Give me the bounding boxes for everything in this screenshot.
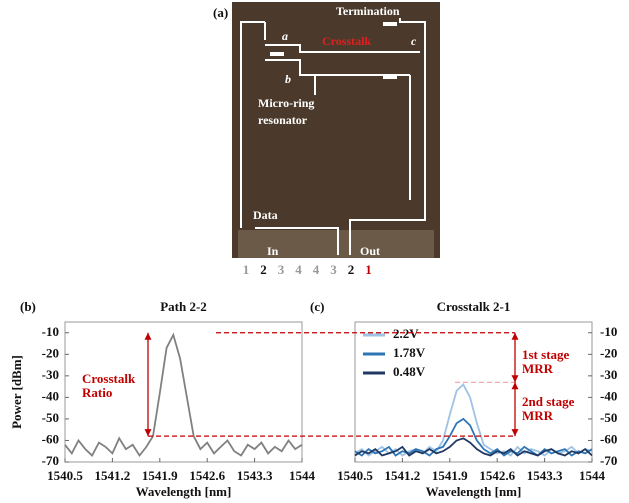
annotation: Ratio (82, 385, 112, 400)
y-tick-label: -70 (42, 453, 59, 468)
legend-label: 1.78V (393, 345, 426, 360)
in-label: In (267, 244, 279, 258)
arrow-head (144, 332, 152, 340)
path-number: 4 (295, 262, 302, 277)
y-tick-label: -40 (42, 388, 59, 403)
arrow-head (511, 375, 519, 383)
x-tick-label: 1543.3 (237, 468, 273, 483)
panel-label: (c) (310, 299, 324, 314)
arrow-head (144, 429, 152, 437)
arrow-head (511, 382, 519, 390)
y-tick-label: -50 (600, 410, 617, 425)
y-tick-label: -60 (600, 431, 617, 446)
chip-routes (240, 18, 426, 255)
y-axis-label: Power [dBm] (9, 355, 24, 429)
x-axis-label: Wavelength [nm] (426, 484, 522, 499)
path-number: 2 (348, 262, 355, 277)
path-number: 3 (330, 262, 337, 277)
chart-title: Path 2-2 (160, 299, 207, 314)
plot-area (354, 321, 593, 463)
y-tick-label: -20 (42, 345, 59, 360)
x-tick-label: 1541.2 (95, 468, 131, 483)
x-tick-label: 1542.6 (479, 468, 515, 483)
y-tick-label: -50 (42, 410, 59, 425)
y-tick-label: -60 (42, 431, 59, 446)
y-tick-label: -40 (600, 388, 617, 403)
chart-title: Crosstalk 2-1 (437, 299, 511, 314)
plot-area (64, 321, 303, 463)
y-tick-label: -20 (600, 345, 617, 360)
x-tick-label: 1540.5 (47, 468, 83, 483)
annotation: 1st stage (522, 347, 570, 362)
annotation: MRR (522, 361, 554, 376)
x-tick-label: 1544 (579, 468, 606, 483)
y-tick-label: -10 (600, 324, 617, 339)
x-axis-label: Wavelength [nm] (136, 484, 232, 499)
path-number: 4 (313, 262, 320, 277)
legend-label: 2.2V (393, 326, 419, 341)
x-tick-label: 1544 (289, 468, 316, 483)
out-label: Out (360, 244, 380, 258)
x-tick-label: 1543.3 (527, 468, 563, 483)
path-number: 1 (365, 262, 372, 277)
port-label: a (282, 29, 288, 43)
series-line (354, 417, 593, 457)
y-tick-label: -10 (42, 324, 59, 339)
path-number: 1 (243, 262, 250, 277)
series-line (64, 332, 303, 458)
port-label: c (411, 34, 417, 48)
crosstalk-label: Crosstalk (322, 34, 371, 48)
path-number: 2 (260, 262, 267, 277)
panel-label: (b) (20, 299, 36, 314)
y-tick-label: -30 (42, 367, 59, 382)
y-tick-label: -70 (600, 453, 617, 468)
annotation: MRR (522, 408, 554, 423)
x-tick-label: 1542.6 (189, 468, 225, 483)
photo-pads (238, 230, 434, 258)
series-line (354, 437, 593, 457)
mrr-label: resonator (258, 113, 308, 127)
x-tick-label: 1541.2 (385, 468, 421, 483)
annotation: Crosstalk (82, 371, 136, 386)
termination-label: Termination (336, 4, 400, 18)
arrow-head (511, 332, 519, 340)
annotation: 2nd stage (522, 394, 575, 409)
path-number: 3 (278, 262, 285, 277)
data-label: Data (253, 208, 278, 222)
x-tick-label: 1541.9 (432, 468, 468, 483)
arrow-head (511, 429, 519, 437)
x-tick-label: 1541.9 (142, 468, 178, 483)
panel-label: (a) (213, 5, 228, 20)
y-tick-label: -30 (600, 367, 617, 382)
mrr-label: Micro-ring (258, 96, 314, 110)
chip-photo: (a) Termination Crosstalk a b c Micro-ri… (213, 2, 440, 258)
legend-label: 0.48V (393, 364, 426, 379)
x-tick-label: 1540.5 (337, 468, 373, 483)
port-label: b (285, 72, 291, 86)
